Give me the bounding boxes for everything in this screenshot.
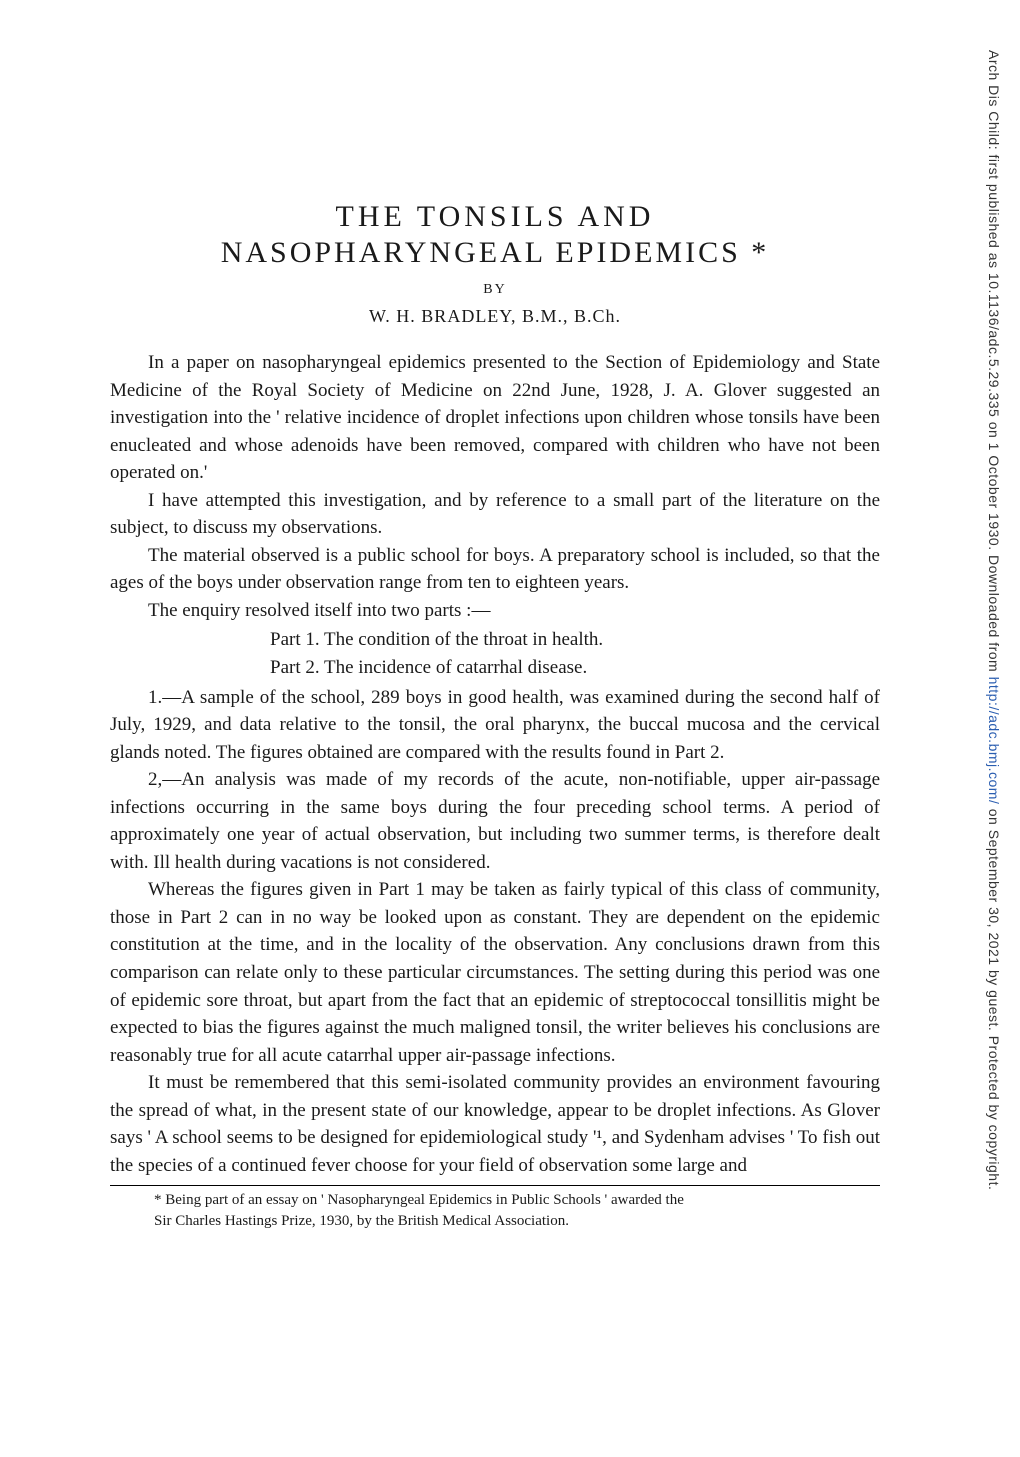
footnote-rule bbox=[110, 1185, 880, 1186]
sidebar-url[interactable]: http://adc.bmj.com/ bbox=[986, 677, 1002, 805]
sidebar-suffix: on September 30, 2021 by guest. Protecte… bbox=[986, 804, 1002, 1190]
paragraph-5: 1.—A sample of the school, 289 boys in g… bbox=[110, 684, 880, 767]
by-line: BY bbox=[110, 282, 880, 298]
paragraph-4: The enquiry resolved itself into two par… bbox=[110, 597, 880, 625]
sidebar-prefix: Arch Dis Child: first published as 10.11… bbox=[986, 50, 1002, 677]
title-line-2: NASOPHARYNGEAL EPIDEMICS * bbox=[110, 236, 880, 270]
body-text: In a paper on nasopharyngeal epidemics p… bbox=[110, 349, 880, 1179]
paragraph-1: In a paper on nasopharyngeal epidemics p… bbox=[110, 349, 880, 487]
part-2-line: Part 2. The incidence of catarrhal disea… bbox=[270, 654, 880, 682]
parts-block: Part 1. The condition of the throat in h… bbox=[270, 626, 880, 681]
title-block: THE TONSILS AND NASOPHARYNGEAL EPIDEMICS… bbox=[110, 200, 880, 327]
title-line-1: THE TONSILS AND bbox=[110, 200, 880, 234]
paragraph-7: Whereas the figures given in Part 1 may … bbox=[110, 876, 880, 1069]
paragraph-8: It must be remembered that this semi-iso… bbox=[110, 1069, 880, 1179]
paragraph-2: I have attempted this investigation, and… bbox=[110, 487, 880, 542]
part-1-line: Part 1. The condition of the throat in h… bbox=[270, 626, 880, 654]
footnote-line-2: Sir Charles Hastings Prize, 1930, by the… bbox=[110, 1211, 880, 1231]
page-content: THE TONSILS AND NASOPHARYNGEAL EPIDEMICS… bbox=[0, 0, 1020, 1291]
footnote-line-1: * Being part of an essay on ' Nasopharyn… bbox=[110, 1190, 880, 1210]
copyright-sidebar: Arch Dis Child: first published as 10.11… bbox=[986, 50, 1002, 1400]
paragraph-6: 2,—An analysis was made of my records of… bbox=[110, 766, 880, 876]
paragraph-3: The material observed is a public school… bbox=[110, 542, 880, 597]
author-line: W. H. BRADLEY, B.M., B.Ch. bbox=[110, 306, 880, 327]
